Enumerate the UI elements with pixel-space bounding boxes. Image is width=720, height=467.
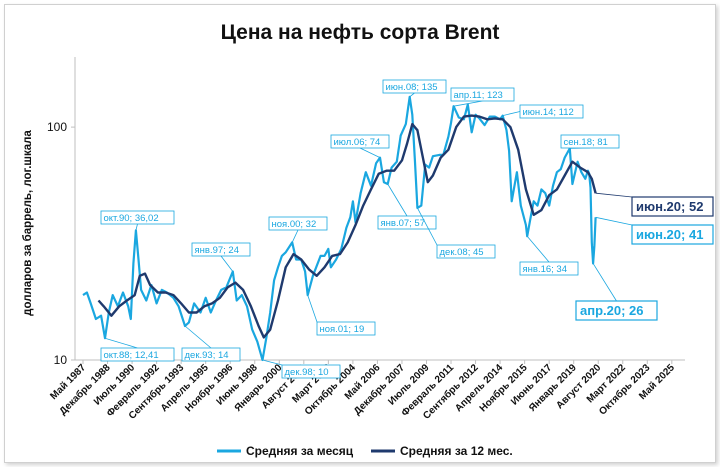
annotation-box-14 bbox=[560, 134, 620, 149]
annotation-label-6: ноя.01; 19 bbox=[320, 324, 365, 335]
annotation-label-4: дек.98; 10 bbox=[285, 367, 329, 378]
annotation-box-12 bbox=[519, 104, 584, 119]
y-tick-label-1: 100 bbox=[47, 120, 67, 134]
series-line-12m bbox=[97, 114, 597, 339]
annotation-label-8: янв.07; 57 bbox=[381, 218, 426, 229]
annotation-leader-1 bbox=[104, 337, 138, 349]
annotation-box-13 bbox=[519, 261, 579, 276]
annotation-leader-11 bbox=[453, 100, 483, 107]
annotation-leader-13 bbox=[526, 235, 550, 263]
annotation-leader-17 bbox=[592, 263, 617, 302]
annotation-box-11 bbox=[450, 87, 515, 102]
annotation-label-5: ноя.00; 32 bbox=[272, 219, 317, 230]
annotation-label-16: июн.20; 41 bbox=[636, 227, 703, 242]
annotation-box-8 bbox=[377, 215, 437, 230]
annotation-leader-0 bbox=[135, 223, 138, 231]
annotation-box-16 bbox=[631, 224, 714, 245]
annotation-leader-2 bbox=[184, 325, 212, 349]
annotation-leader-6 bbox=[307, 294, 318, 323]
annotation-leader-10 bbox=[417, 207, 438, 246]
chart-title: Цена на нефть сорта Brent bbox=[221, 21, 500, 44]
annotation-box-2 bbox=[181, 347, 241, 362]
oil-price-chart: Цена на нефть сорта Brent долларов за ба… bbox=[22, 21, 714, 458]
legend: Средняя за месяц Средняя за 12 мес. bbox=[217, 444, 513, 458]
annotation-box-15 bbox=[631, 196, 714, 217]
annotation-leader-12 bbox=[502, 111, 521, 116]
annotation-box-4 bbox=[281, 364, 341, 379]
annotation-box-1 bbox=[100, 347, 175, 362]
annotation-box-3 bbox=[191, 242, 251, 257]
y-ticks: 10 100 bbox=[47, 120, 75, 367]
legend-label-12m: Средняя за 12 мес. bbox=[400, 444, 513, 458]
annotation-label-0: окт.90; 36,02 bbox=[104, 213, 159, 224]
annotation-label-17: апр.20; 26 bbox=[580, 303, 644, 318]
annotation-box-10 bbox=[436, 244, 496, 259]
annotation-label-12: июн.14; 112 bbox=[523, 107, 574, 118]
annotation-box-17 bbox=[575, 300, 658, 321]
annotation-leader-9 bbox=[409, 92, 415, 98]
annotation-leader-15 bbox=[595, 192, 633, 198]
annotation-box-6 bbox=[316, 321, 376, 336]
annotation-leader-7 bbox=[359, 147, 381, 158]
legend-label-monthly: Средняя за месяц bbox=[246, 444, 354, 458]
annotation-label-15: июн.20; 52 bbox=[636, 199, 703, 214]
annotation-label-14: сен.18; 81 bbox=[564, 137, 608, 148]
annotation-label-11: апр.11; 123 bbox=[454, 90, 503, 101]
annotation-leader-5 bbox=[291, 229, 299, 243]
chart-frame: Цена на нефть сорта Brent долларов за ба… bbox=[4, 4, 716, 463]
annotation-label-3: янв.97; 24 bbox=[195, 245, 240, 256]
annotation-layer: окт.90; 36,02 окт.88; 12,41 дек.93; 14 янв.… bbox=[100, 79, 714, 379]
annotation-leader-16 bbox=[595, 216, 633, 226]
series-layer bbox=[82, 95, 597, 362]
annotation-box-7 bbox=[330, 134, 390, 149]
annotation-label-2: дек.93; 14 bbox=[185, 350, 229, 361]
annotation-label-10: дек.08; 45 bbox=[440, 247, 484, 258]
annotation-box-5 bbox=[268, 216, 328, 231]
annotation-label-7: июл.06; 74 bbox=[334, 137, 381, 148]
annotation-leader-4 bbox=[262, 359, 283, 366]
annotation-label-1: окт.88; 12,41 bbox=[104, 350, 159, 361]
y-axis-label: долларов за баррель, лог.шкала bbox=[22, 130, 34, 316]
annotation-label-9: июн.08; 135 bbox=[386, 82, 438, 93]
y-tick-label-0: 10 bbox=[54, 353, 68, 367]
annotation-leader-3 bbox=[220, 255, 234, 272]
annotation-box-9 bbox=[382, 79, 447, 94]
annotation-leader-8 bbox=[387, 183, 408, 217]
annotation-box-0 bbox=[100, 210, 175, 225]
annotation-label-13: янв.16; 34 bbox=[523, 264, 568, 275]
